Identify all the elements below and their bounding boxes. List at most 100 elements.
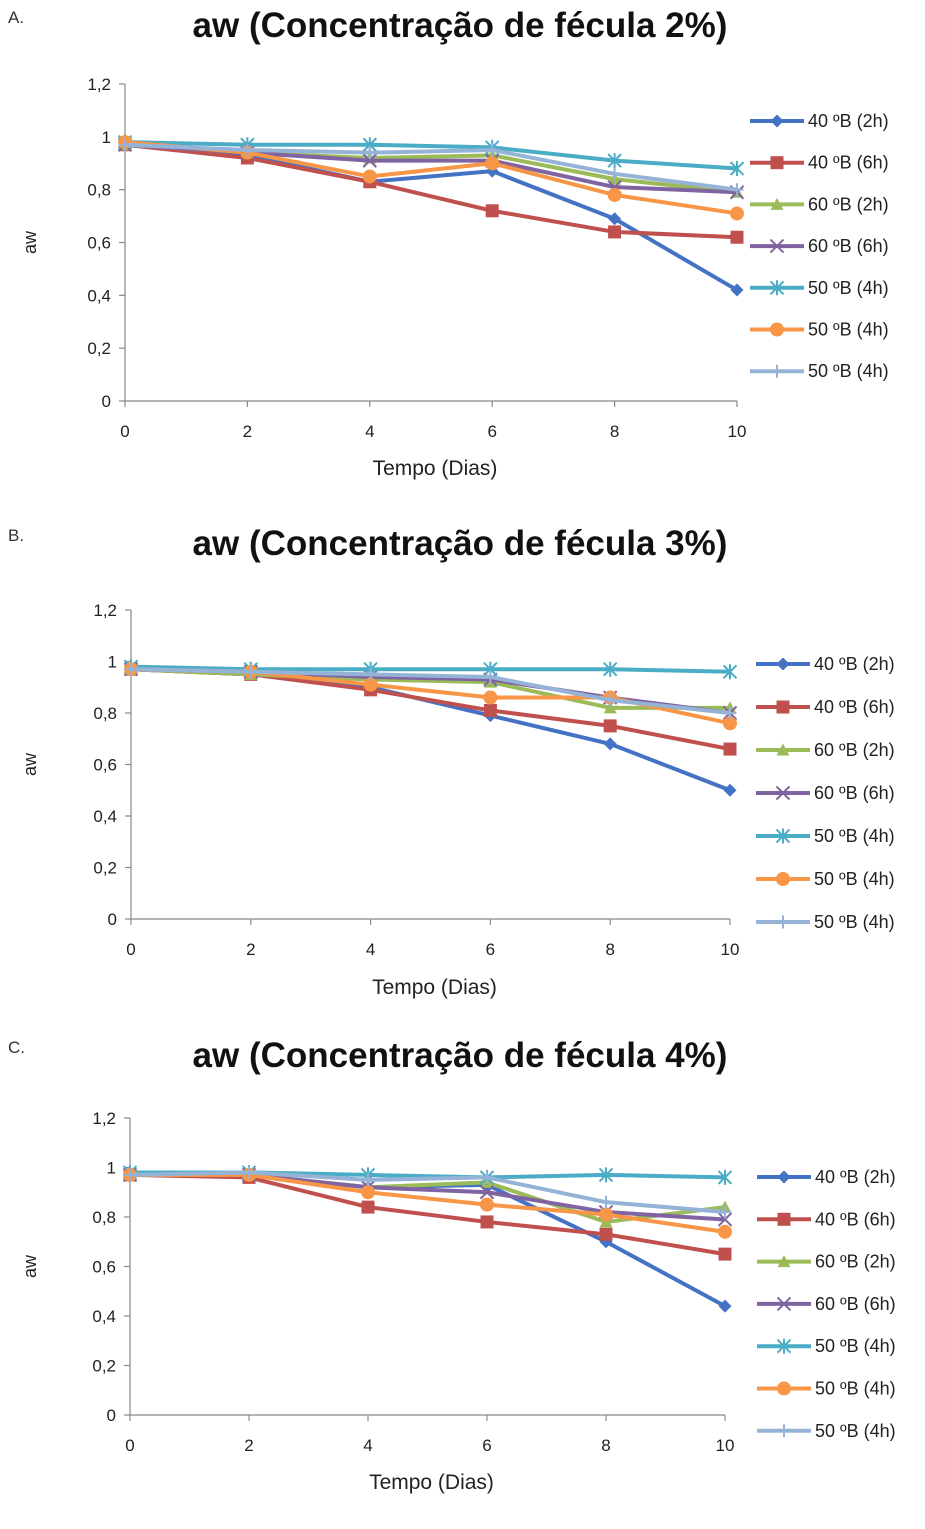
series-line bbox=[124, 142, 739, 292]
legend-marker bbox=[777, 1255, 791, 1268]
x-tick-label: 2 bbox=[243, 422, 252, 441]
y-tick-label: 0,6 bbox=[92, 1258, 116, 1277]
legend-label: 40 ºB (2h) bbox=[815, 1167, 896, 1187]
legend-label: 40 ºB (6h) bbox=[814, 697, 895, 717]
data-point bbox=[603, 737, 617, 751]
series-7 bbox=[124, 662, 737, 720]
legend-label: 50 ºB (4h) bbox=[808, 361, 889, 381]
data-point bbox=[240, 143, 254, 157]
series-6 bbox=[123, 1167, 732, 1239]
x-tick-label: 10 bbox=[716, 1436, 735, 1455]
data-point bbox=[599, 1195, 613, 1209]
series-line bbox=[124, 140, 738, 171]
y-tick-label: 0,8 bbox=[92, 1208, 116, 1227]
series-line bbox=[124, 142, 738, 192]
x-tick-label: 10 bbox=[728, 422, 747, 441]
legend-label: 40 ºB (2h) bbox=[808, 111, 889, 131]
data-point bbox=[603, 719, 617, 733]
legend-label: 50 ºB (4h) bbox=[814, 826, 895, 846]
legend-item: 60 ºB (6h) bbox=[750, 236, 889, 256]
legend-label: 50 ºB (4h) bbox=[814, 869, 895, 889]
legend-item: 60 ºB (2h) bbox=[757, 1252, 896, 1272]
legend-item: 40 ºB (6h) bbox=[750, 153, 889, 173]
data-point bbox=[717, 1169, 733, 1185]
y-tick-label: 1 bbox=[102, 128, 111, 147]
data-point bbox=[723, 716, 737, 731]
x-tick-label: 8 bbox=[601, 1436, 610, 1455]
data-point bbox=[363, 677, 378, 692]
data-point bbox=[602, 661, 618, 677]
series-7 bbox=[123, 1165, 732, 1219]
legend-marker bbox=[775, 785, 791, 801]
y-axis-label: aw bbox=[20, 752, 40, 776]
legend-marker bbox=[770, 322, 784, 337]
legend-marker bbox=[777, 1381, 791, 1396]
y-tick-label: 0,2 bbox=[87, 339, 111, 358]
panel-label: C. bbox=[8, 1038, 25, 1057]
legend-marker bbox=[776, 915, 790, 929]
data-point bbox=[718, 1224, 732, 1239]
series-line bbox=[130, 664, 731, 674]
y-tick-label: 0,2 bbox=[93, 859, 117, 878]
legend-label: 40 ºB (2h) bbox=[814, 654, 895, 674]
legend-label: 50 ºB (4h) bbox=[808, 278, 889, 298]
legend-marker bbox=[776, 1338, 792, 1354]
data-point bbox=[123, 1168, 137, 1182]
data-point bbox=[603, 693, 617, 707]
data-point bbox=[603, 701, 617, 714]
y-tick-label: 0,2 bbox=[92, 1357, 116, 1376]
data-point bbox=[729, 161, 745, 177]
data-point bbox=[480, 1215, 494, 1229]
x-tick-label: 10 bbox=[721, 940, 740, 959]
x-tick-label: 8 bbox=[605, 940, 614, 959]
y-axis-label: aw bbox=[20, 230, 40, 254]
x-axis-label: Tempo (Dias) bbox=[369, 1471, 494, 1494]
data-point bbox=[244, 665, 258, 679]
data-point bbox=[717, 1212, 733, 1227]
data-point bbox=[608, 225, 622, 239]
legend-label: 60 ºB (6h) bbox=[814, 783, 895, 803]
data-point bbox=[362, 153, 378, 168]
legend-label: 50 ºB (4h) bbox=[815, 1421, 896, 1441]
legend-marker bbox=[770, 114, 784, 128]
legend-marker bbox=[775, 828, 791, 844]
y-axis-label: aw bbox=[20, 1254, 40, 1278]
y-tick-label: 0 bbox=[107, 1406, 116, 1425]
x-tick-label: 6 bbox=[482, 1436, 491, 1455]
legend-marker bbox=[776, 657, 790, 671]
legend-item: 50 ºB (4h) bbox=[757, 1379, 896, 1399]
series-line bbox=[124, 142, 738, 240]
data-point bbox=[718, 1247, 732, 1261]
y-tick-label: 0 bbox=[102, 392, 111, 411]
data-point bbox=[730, 283, 744, 297]
legend-label: 40 ºB (6h) bbox=[815, 1209, 896, 1229]
y-tick-label: 1 bbox=[108, 653, 117, 672]
chart-title: aw (Concentração de fécula 2%) bbox=[192, 6, 728, 45]
line-chart: 0 0,2 0,4 0,6 0,8 1 1,2 0 2 4 6 8 10 Tempo (Dias) aw 40… bbox=[20, 75, 889, 480]
legend-label: 60 ºB (2h) bbox=[815, 1252, 896, 1272]
y-tick-label: 0,6 bbox=[93, 756, 117, 775]
data-point bbox=[599, 1227, 613, 1241]
data-point bbox=[362, 169, 377, 184]
series-1 bbox=[124, 662, 737, 797]
data-point bbox=[480, 1170, 494, 1184]
legend-marker bbox=[777, 1170, 791, 1184]
legend-item: 60 ºB (6h) bbox=[756, 783, 895, 803]
x-tick-label: 6 bbox=[486, 940, 495, 959]
legend-item: 40 ºB (6h) bbox=[757, 1209, 896, 1229]
x-tick-label: 4 bbox=[363, 1436, 372, 1455]
series-line bbox=[129, 1172, 726, 1257]
data-point bbox=[722, 664, 738, 680]
legend-label: 40 ºB (6h) bbox=[808, 153, 889, 173]
legend-marker bbox=[776, 1296, 792, 1312]
data-point bbox=[608, 212, 622, 226]
data-point bbox=[599, 1207, 613, 1222]
legend-item: 50 ºB (4h) bbox=[750, 278, 889, 298]
y-tick-label: 0,8 bbox=[93, 704, 117, 723]
legend-marker bbox=[770, 156, 784, 170]
legend-item: 50 ºB (4h) bbox=[750, 320, 889, 340]
panel-label: A. bbox=[8, 8, 25, 27]
data-point bbox=[361, 1173, 375, 1187]
data-point bbox=[485, 143, 499, 157]
legend-label: 60 ºB (2h) bbox=[808, 194, 889, 214]
